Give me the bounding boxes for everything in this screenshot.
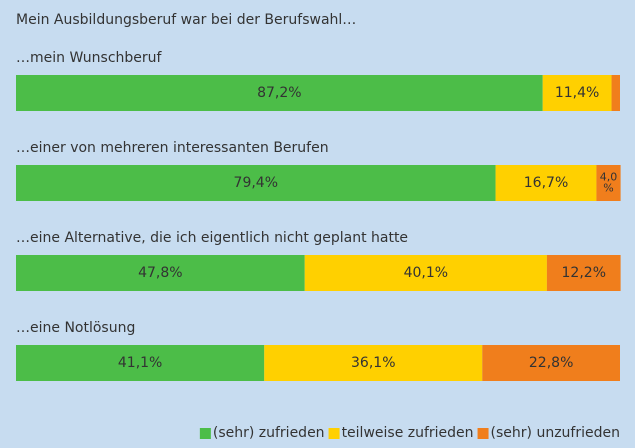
legend-label: teilweise zufrieden xyxy=(342,425,474,441)
data-label: 36,1% xyxy=(351,355,395,371)
data-label: 22,8% xyxy=(529,355,573,371)
category-label: …einer von mehreren interessanten Berufe… xyxy=(16,140,329,156)
bar-segment xyxy=(16,165,496,201)
bar-segment xyxy=(495,165,597,201)
category-label: …eine Notlösung xyxy=(16,320,135,336)
bar-segment xyxy=(611,75,620,111)
bar-segment xyxy=(542,75,612,111)
legend-swatch xyxy=(477,428,489,439)
legend-swatch xyxy=(328,428,340,439)
legend-label: (sehr) zufrieden xyxy=(213,425,325,441)
legend-swatch xyxy=(199,428,211,439)
data-label: 40,1% xyxy=(404,265,448,281)
bar-segment xyxy=(16,345,265,381)
bar-segment xyxy=(16,75,543,111)
bar-segment xyxy=(16,255,305,291)
category-label: …mein Wunschberuf xyxy=(16,50,163,66)
bar-segment xyxy=(596,165,621,201)
chart-title: Mein Ausbildungsberuf war bei der Berufs… xyxy=(16,12,356,28)
data-label: 12,2% xyxy=(562,265,606,281)
category-label: …eine Alternative, die ich eigentlich ni… xyxy=(16,230,408,246)
data-label: 47,8% xyxy=(138,265,182,281)
bar-segment xyxy=(304,255,547,291)
legend-label: (sehr) unzufrieden xyxy=(491,425,620,441)
data-label: 87,2% xyxy=(257,85,301,101)
data-label: 41,1% xyxy=(118,355,162,371)
bar-segment xyxy=(482,345,620,381)
bar-segment xyxy=(264,345,483,381)
data-label: 4,0% xyxy=(600,171,618,195)
data-label: 79,4% xyxy=(234,175,278,191)
data-label: 11,4% xyxy=(555,85,599,101)
data-label: 16,7% xyxy=(524,175,568,191)
bar-segment xyxy=(546,255,621,291)
